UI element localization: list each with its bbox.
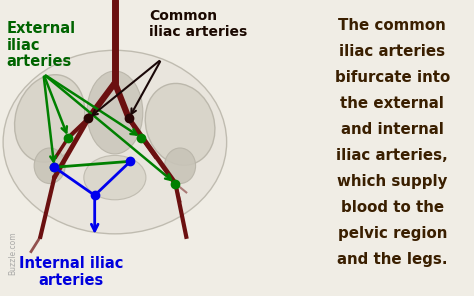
Text: and internal: and internal <box>341 122 444 137</box>
Text: Internal iliac
arteries: Internal iliac arteries <box>19 256 124 288</box>
Ellipse shape <box>164 148 196 184</box>
Text: iliac arteries,: iliac arteries, <box>337 148 448 163</box>
Ellipse shape <box>84 155 146 200</box>
Ellipse shape <box>3 50 227 234</box>
Text: and the legs.: and the legs. <box>337 252 447 267</box>
Text: pelvic region: pelvic region <box>337 226 447 241</box>
Text: Buzzle.com: Buzzle.com <box>8 231 17 274</box>
Ellipse shape <box>87 71 143 154</box>
Text: Common
iliac arteries: Common iliac arteries <box>149 9 247 38</box>
Ellipse shape <box>15 75 85 162</box>
Ellipse shape <box>145 83 215 165</box>
Text: External
iliac
arteries: External iliac arteries <box>7 21 76 69</box>
Text: blood to the: blood to the <box>341 200 444 215</box>
Text: iliac arteries: iliac arteries <box>339 44 445 59</box>
Text: The common: The common <box>338 18 446 33</box>
Text: bifurcate into: bifurcate into <box>335 70 450 85</box>
Ellipse shape <box>34 148 65 184</box>
Text: which supply: which supply <box>337 174 447 189</box>
Text: the external: the external <box>340 96 444 111</box>
